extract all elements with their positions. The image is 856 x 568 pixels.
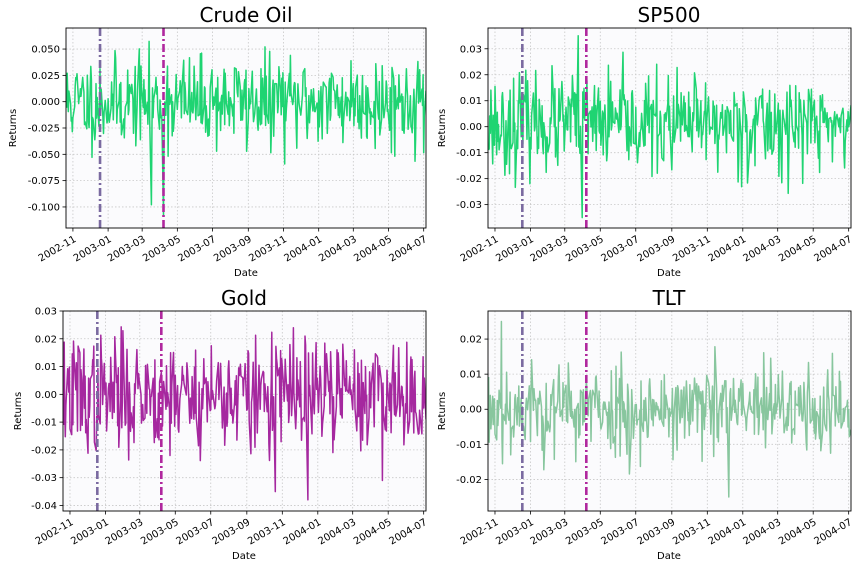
x-tick-label: 2003-07	[176, 234, 218, 264]
x-tick-label: 2004-05	[352, 234, 394, 264]
x-axis-label: Date	[657, 268, 681, 279]
y-tick-label: 0.03	[460, 44, 482, 55]
x-tick-label: 2004-03	[317, 517, 359, 547]
x-tick-label: 2004-01	[282, 517, 324, 547]
y-tick-label: 0.02	[460, 70, 482, 81]
y-tick-label: -0.01	[456, 148, 482, 159]
x-tick-label: 2004-01	[707, 517, 749, 547]
axes-frame	[62, 310, 427, 512]
y-axis-label: Returns	[437, 109, 448, 147]
x-tick-label: 2003-03	[104, 517, 146, 547]
x-tick-label: 2003-11	[246, 517, 288, 547]
x-tick-label: 2003-01	[69, 517, 111, 547]
x-tick-label: 2003-07	[175, 517, 217, 547]
x-tick-label: 2002-11	[37, 234, 79, 264]
chart-title: TLT	[652, 286, 687, 310]
x-tick-label: 2003-11	[671, 517, 713, 547]
x-tick-label: 2003-05	[564, 517, 606, 547]
y-tick-label: 0.02	[460, 335, 482, 346]
panel-gold: Gold Date Returns 2002-112003-012003-032…	[13, 286, 429, 562]
y-tick-label: 0.03	[35, 307, 57, 318]
x-tick-label: 2003-05	[139, 517, 181, 547]
y-tick-label: 0.01	[460, 370, 482, 381]
x-tick-label: 2003-09	[211, 517, 253, 547]
chart-title: Crude Oil	[199, 3, 292, 27]
y-tick-label: -0.02	[456, 475, 482, 486]
x-tick-label: 2004-07	[812, 234, 854, 264]
y-tick-label: -0.02	[31, 445, 57, 456]
x-tick-label: 2002-11	[459, 517, 501, 547]
x-axis-label: Date	[657, 551, 681, 562]
x-tick-label: 2003-11	[247, 234, 289, 264]
chart-title: Gold	[221, 286, 267, 310]
panel-crude-oil: Crude Oil Date Returns 2002-112003-01200…	[8, 3, 429, 279]
x-tick-label: 2004-03	[317, 234, 359, 264]
y-tick-label: 0.01	[35, 362, 57, 373]
y-tick-label: -0.100	[28, 202, 60, 213]
series-line	[488, 320, 851, 498]
y-tick-label: 0.050	[31, 45, 60, 56]
axes-frame	[487, 27, 852, 229]
y-tick-label: 0.02	[35, 334, 57, 345]
y-tick-label: -0.03	[456, 200, 482, 211]
y-tick-label: 0.000	[31, 97, 60, 108]
x-tick-label: 2004-05	[352, 517, 394, 547]
y-axis-label: Returns	[8, 109, 19, 147]
x-tick-label: 2003-09	[212, 234, 254, 264]
x-tick-label: 2003-01	[494, 517, 536, 547]
x-tick-label: 2002-11	[34, 517, 76, 547]
chart-title: SP500	[638, 3, 701, 27]
y-axis-label: Returns	[13, 392, 24, 430]
y-tick-label: -0.01	[31, 418, 57, 429]
x-tick-label: 2003-01	[494, 234, 536, 264]
x-tick-label: 2002-11	[459, 234, 501, 264]
y-tick-label: -0.050	[28, 150, 60, 161]
x-tick-label: 2003-07	[600, 517, 642, 547]
x-tick-label: 2003-09	[636, 517, 678, 547]
x-tick-label: 2004-05	[777, 517, 819, 547]
x-tick-label: 2003-03	[529, 234, 571, 264]
x-tick-label: 2004-03	[742, 517, 784, 547]
x-tick-label: 2003-01	[72, 234, 114, 264]
y-tick-label: -0.03	[31, 473, 57, 484]
series-line	[66, 40, 426, 217]
panel-sp500: SP500 Date Returns 2002-112003-012003-03…	[437, 3, 854, 279]
axes-frame	[487, 310, 852, 512]
y-tick-label: -0.025	[28, 124, 60, 135]
y-tick-label: -0.04	[31, 501, 57, 512]
series-line	[63, 326, 426, 501]
x-tick-label: 2004-05	[777, 234, 819, 264]
panel-tlt: TLT Date Returns 2002-112003-012003-0320…	[437, 286, 854, 562]
x-axis-label: Date	[234, 268, 258, 279]
x-tick-label: 2003-05	[141, 234, 183, 264]
y-tick-label: -0.075	[28, 176, 60, 187]
y-tick-label: -0.01	[456, 440, 482, 451]
x-tick-label: 2003-03	[106, 234, 148, 264]
series-line	[488, 35, 851, 219]
y-axis-label: Returns	[437, 392, 448, 430]
x-tick-label: 2004-01	[707, 234, 749, 264]
x-tick-label: 2004-07	[387, 517, 429, 547]
x-tick-label: 2003-05	[564, 234, 606, 264]
x-axis-label: Date	[232, 551, 256, 562]
x-tick-label: 2004-03	[742, 234, 784, 264]
y-tick-label: -0.02	[456, 174, 482, 185]
y-tick-label: 0.01	[460, 96, 482, 107]
x-tick-label: 2003-09	[636, 234, 678, 264]
x-tick-label: 2003-03	[529, 517, 571, 547]
y-tick-label: 0.00	[460, 122, 482, 133]
y-tick-label: 0.00	[35, 390, 57, 401]
x-tick-label: 2003-11	[671, 234, 713, 264]
axes-frame	[65, 27, 427, 229]
y-tick-label: 0.00	[460, 405, 482, 416]
y-tick-label: 0.025	[31, 71, 60, 82]
x-tick-label: 2003-07	[600, 234, 642, 264]
x-tick-label: 2004-01	[282, 234, 324, 264]
x-tick-label: 2004-07	[812, 517, 854, 547]
x-tick-label: 2004-07	[387, 234, 429, 264]
